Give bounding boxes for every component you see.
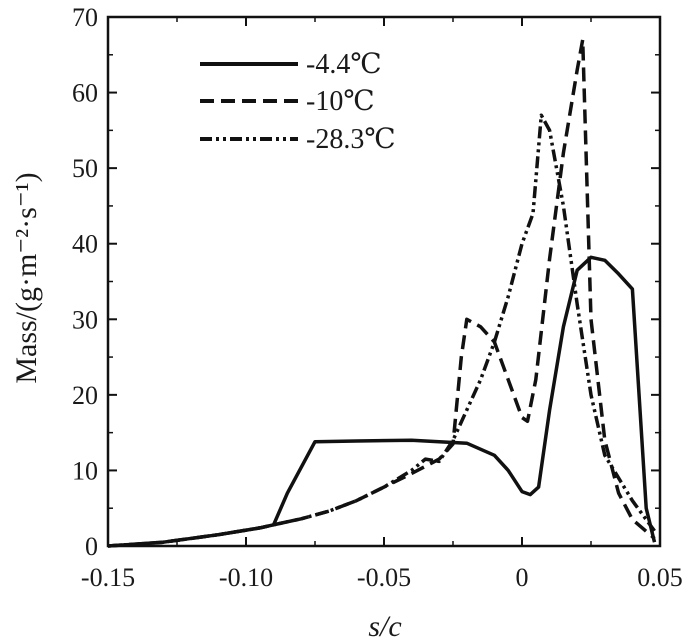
x-tick-label: 0 bbox=[516, 563, 529, 592]
series-line-0 bbox=[107, 255, 657, 548]
y-axis-title: Mass/(g·m⁻²·s⁻¹) bbox=[10, 172, 43, 383]
series-line-2 bbox=[107, 113, 656, 548]
x-tick-label: -0.05 bbox=[357, 563, 411, 592]
series-line-1 bbox=[107, 37, 656, 548]
x-tick-label: -0.15 bbox=[81, 563, 135, 592]
legend-label-10c: -10℃ bbox=[306, 86, 375, 117]
x-tick-label: 0.05 bbox=[637, 563, 683, 592]
legend-label-4-4c: -4.4℃ bbox=[306, 49, 382, 80]
y-tick-label: 0 bbox=[85, 532, 98, 561]
y-tick-label: 10 bbox=[72, 456, 98, 485]
x-axis-title: s/c bbox=[368, 610, 401, 642]
y-tick-label: 50 bbox=[72, 154, 98, 183]
y-tick-label: 60 bbox=[72, 79, 98, 108]
plot-frame bbox=[106, 15, 662, 548]
legend: -4.4℃ -10℃ -28.3℃ bbox=[200, 49, 396, 155]
plot-area: 0 10 20 30 40 50 60 70 -0.15 -0.10 -0.05 0 0.05 bbox=[72, 3, 683, 592]
y-axis-title-group: Mass/(g·m⁻²·s⁻¹) bbox=[10, 172, 43, 383]
y-tick-label: 30 bbox=[72, 305, 98, 334]
y-tick-label: 70 bbox=[72, 3, 98, 32]
x-tick-label: -0.10 bbox=[219, 563, 273, 592]
y-tick-label: 20 bbox=[72, 381, 98, 410]
y-tick-label: 40 bbox=[72, 230, 98, 259]
legend-label-28-3c: -28.3℃ bbox=[306, 124, 396, 155]
